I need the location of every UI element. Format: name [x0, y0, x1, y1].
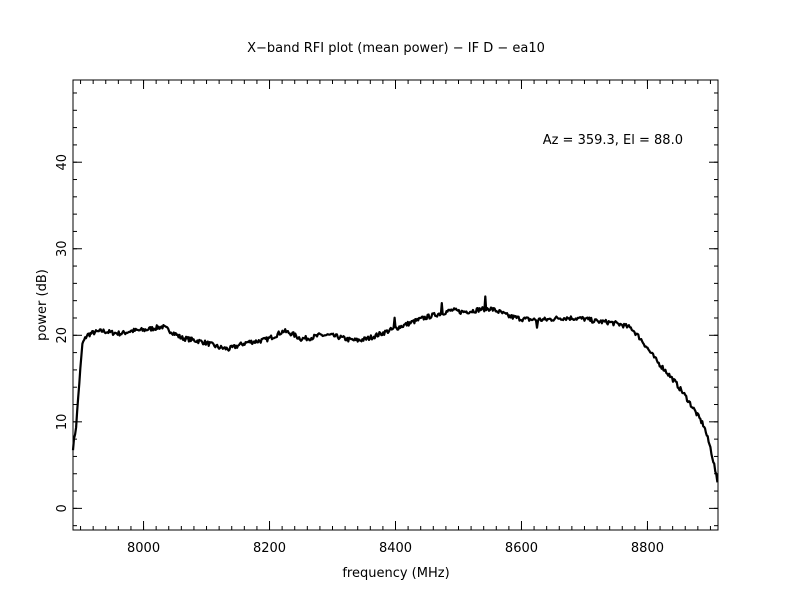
y-axis-label: power (dB): [35, 269, 50, 341]
y-tick-label: 30: [55, 240, 70, 257]
power-series-line: [71, 295, 719, 483]
x-axis-label: frequency (MHz): [342, 566, 449, 581]
x-tick-label: 8200: [253, 541, 286, 556]
y-tick-label: 20: [55, 327, 70, 344]
x-tick-label: 8800: [631, 541, 664, 556]
x-tick-label: 8000: [127, 541, 160, 556]
y-tick-label: 10: [55, 414, 70, 431]
azimuth-elevation-annotation: Az = 359.3, El = 88.0: [543, 133, 683, 148]
y-tick-label: 0: [55, 504, 70, 512]
y-tick-labels: 0 10 20 30 40: [55, 154, 70, 513]
x-tick-labels: 8000 8200 8400 8600 8800: [127, 541, 664, 556]
x-tick-label: 8600: [505, 541, 538, 556]
major-ticks: [73, 80, 718, 530]
x-tick-label: 8400: [379, 541, 412, 556]
chart-title: X−band RFI plot (mean power) − IF D − ea…: [247, 41, 545, 56]
y-tick-label: 40: [55, 154, 70, 171]
